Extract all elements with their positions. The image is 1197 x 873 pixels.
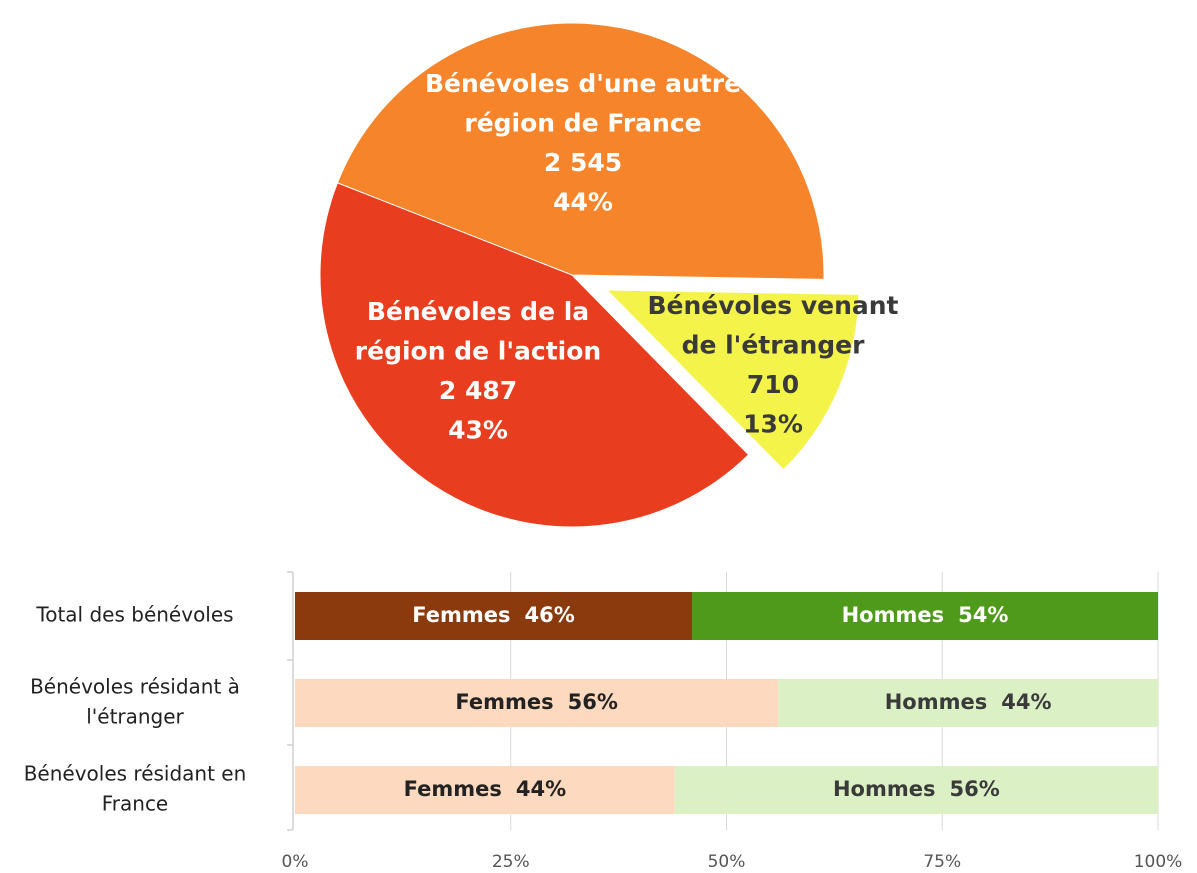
slice-label: 43% bbox=[448, 416, 508, 445]
value-label: 54% bbox=[958, 603, 1008, 627]
bar-segment bbox=[674, 766, 1158, 814]
series-name: Femmes bbox=[412, 603, 510, 627]
slice-label: Bénévoles d'une autre bbox=[425, 69, 741, 98]
slice-label: région de l'action bbox=[355, 337, 601, 366]
slice-label: Bénévoles de la bbox=[367, 297, 589, 326]
slice-label: région de France bbox=[464, 109, 701, 138]
slice-label: 13% bbox=[743, 410, 803, 439]
data-label: Hommes 56% bbox=[833, 777, 1000, 801]
slice-label: 2 487 bbox=[439, 376, 517, 405]
y-tick-label: l'étranger bbox=[86, 705, 184, 729]
y-tick-label: Bénévoles résidant à bbox=[30, 675, 240, 699]
series-name: Femmes bbox=[404, 777, 502, 801]
x-tick-label: 25% bbox=[492, 852, 530, 872]
slice-label: 44% bbox=[553, 188, 613, 217]
data-label: Femmes 44% bbox=[404, 777, 567, 801]
value-label: 44% bbox=[516, 777, 566, 801]
series-name: Hommes bbox=[885, 690, 988, 714]
data-label: Femmes 56% bbox=[455, 690, 618, 714]
x-tick-label: 75% bbox=[923, 852, 961, 872]
series-name: Femmes bbox=[455, 690, 553, 714]
x-tick-label: 50% bbox=[708, 852, 746, 872]
value-label: 56% bbox=[949, 777, 999, 801]
pie-slice bbox=[336, 22, 825, 280]
data-label: Hommes 54% bbox=[842, 603, 1009, 627]
series-name: Hommes bbox=[842, 603, 945, 627]
x-tick-label: 100% bbox=[1134, 852, 1183, 872]
value-label: 46% bbox=[524, 603, 574, 627]
data-label: Hommes 44% bbox=[885, 690, 1052, 714]
slice-label: 710 bbox=[747, 370, 799, 399]
x-tick-label: 0% bbox=[282, 852, 309, 872]
y-tick-label: France bbox=[102, 792, 169, 816]
value-label: 56% bbox=[568, 690, 618, 714]
slice-label: Bénévoles venant bbox=[647, 291, 898, 320]
y-tick-label: Total des bénévoles bbox=[35, 603, 233, 627]
bar-segment bbox=[295, 766, 675, 814]
series-name: Hommes bbox=[833, 777, 936, 801]
value-label: 44% bbox=[1001, 690, 1051, 714]
y-tick-label: Bénévoles résidant en bbox=[24, 762, 247, 786]
slice-label: 2 545 bbox=[544, 148, 622, 177]
data-label: Femmes 46% bbox=[412, 603, 575, 627]
bar-segment bbox=[295, 679, 779, 727]
bar-segment bbox=[691, 592, 1158, 640]
pie-slice bbox=[319, 182, 750, 528]
slice-label: de l'étranger bbox=[682, 331, 866, 360]
bar-segment bbox=[295, 592, 692, 640]
pie-slice bbox=[605, 289, 860, 471]
bar-segment bbox=[778, 679, 1158, 727]
